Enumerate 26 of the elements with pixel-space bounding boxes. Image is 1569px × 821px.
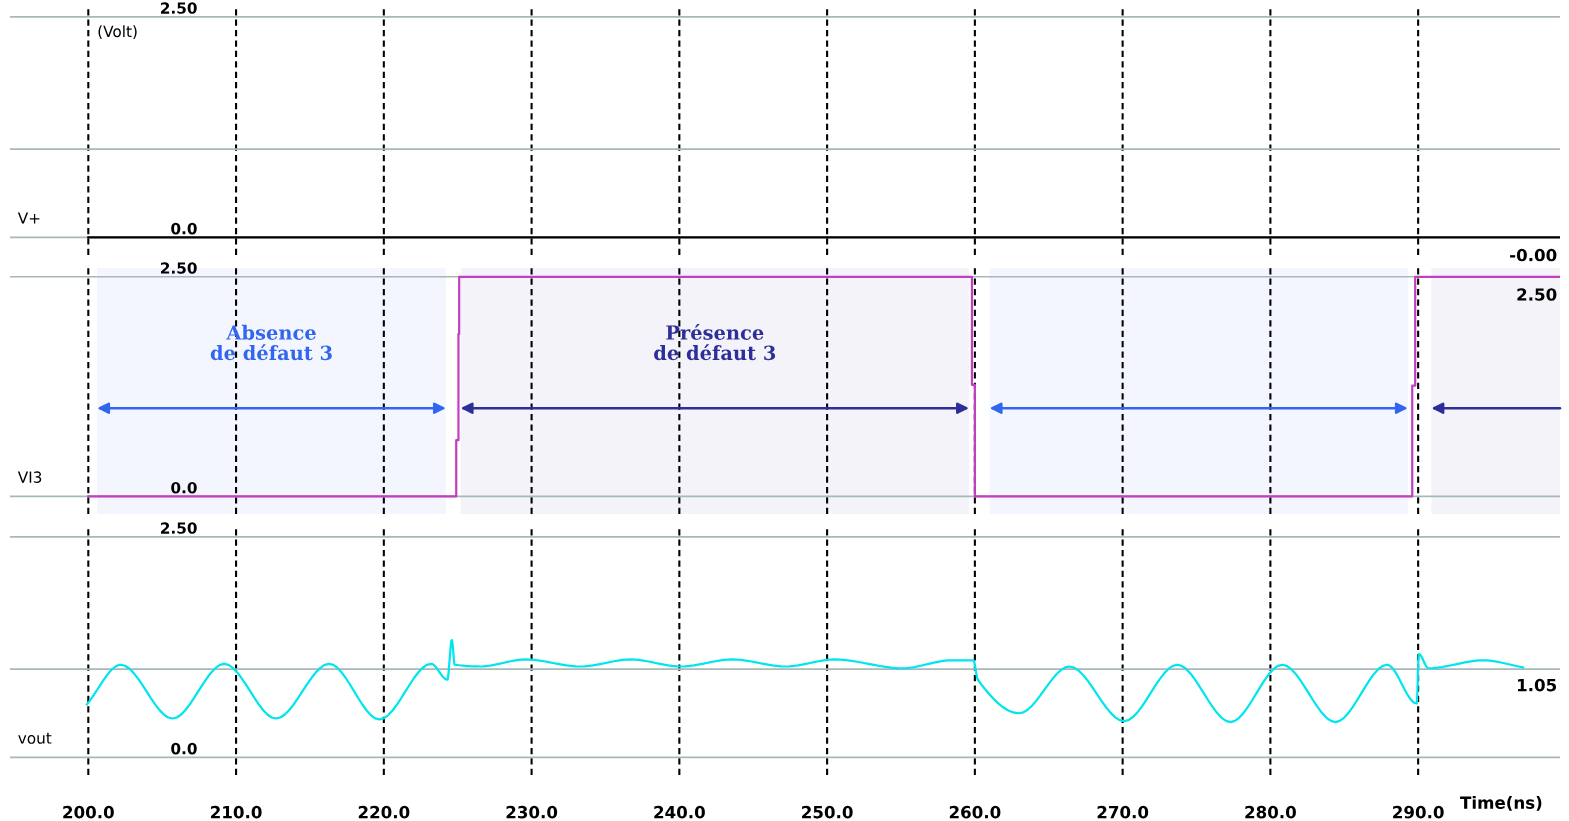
x-tick-label: 290.0: [1393, 805, 1444, 819]
y-tick-label: 2.50: [161, 262, 197, 274]
x-tick-label: 200.0: [63, 805, 114, 819]
annotation: 2.50: [1517, 288, 1557, 301]
x-tick-label: 270.0: [1097, 805, 1149, 819]
y-tick-label: 0.0: [171, 481, 197, 494]
x-axis-title: Time(ns): [1460, 795, 1542, 811]
annotation: (Volt): [98, 25, 137, 39]
y-tick-label: 2.50: [161, 2, 197, 14]
x-tick-label: 220.0: [358, 805, 410, 819]
y-axis-title: V+: [17, 212, 40, 224]
annotation: 1.05: [1517, 678, 1557, 692]
x-tick-label: 210.0: [211, 805, 262, 819]
x-tick-label: 260.0: [949, 805, 1001, 819]
x-tick-label: 280.0: [1245, 805, 1296, 819]
y-tick-label: 0.0: [171, 742, 197, 755]
y-axis-title: VI3: [17, 471, 42, 483]
band-label: Absence de défaut 3: [210, 324, 332, 361]
y-tick-label: 2.50: [161, 522, 197, 534]
band-label: Présence de défaut 3: [654, 324, 776, 361]
y-axis-title: vout: [18, 732, 52, 744]
y-tick-label: 0.0: [171, 222, 197, 235]
x-tick-label: 250.0: [802, 805, 853, 819]
x-tick-label: 230.0: [506, 805, 558, 819]
x-tick-label: 240.0: [654, 805, 705, 819]
annotation: -0.00: [1510, 248, 1557, 262]
